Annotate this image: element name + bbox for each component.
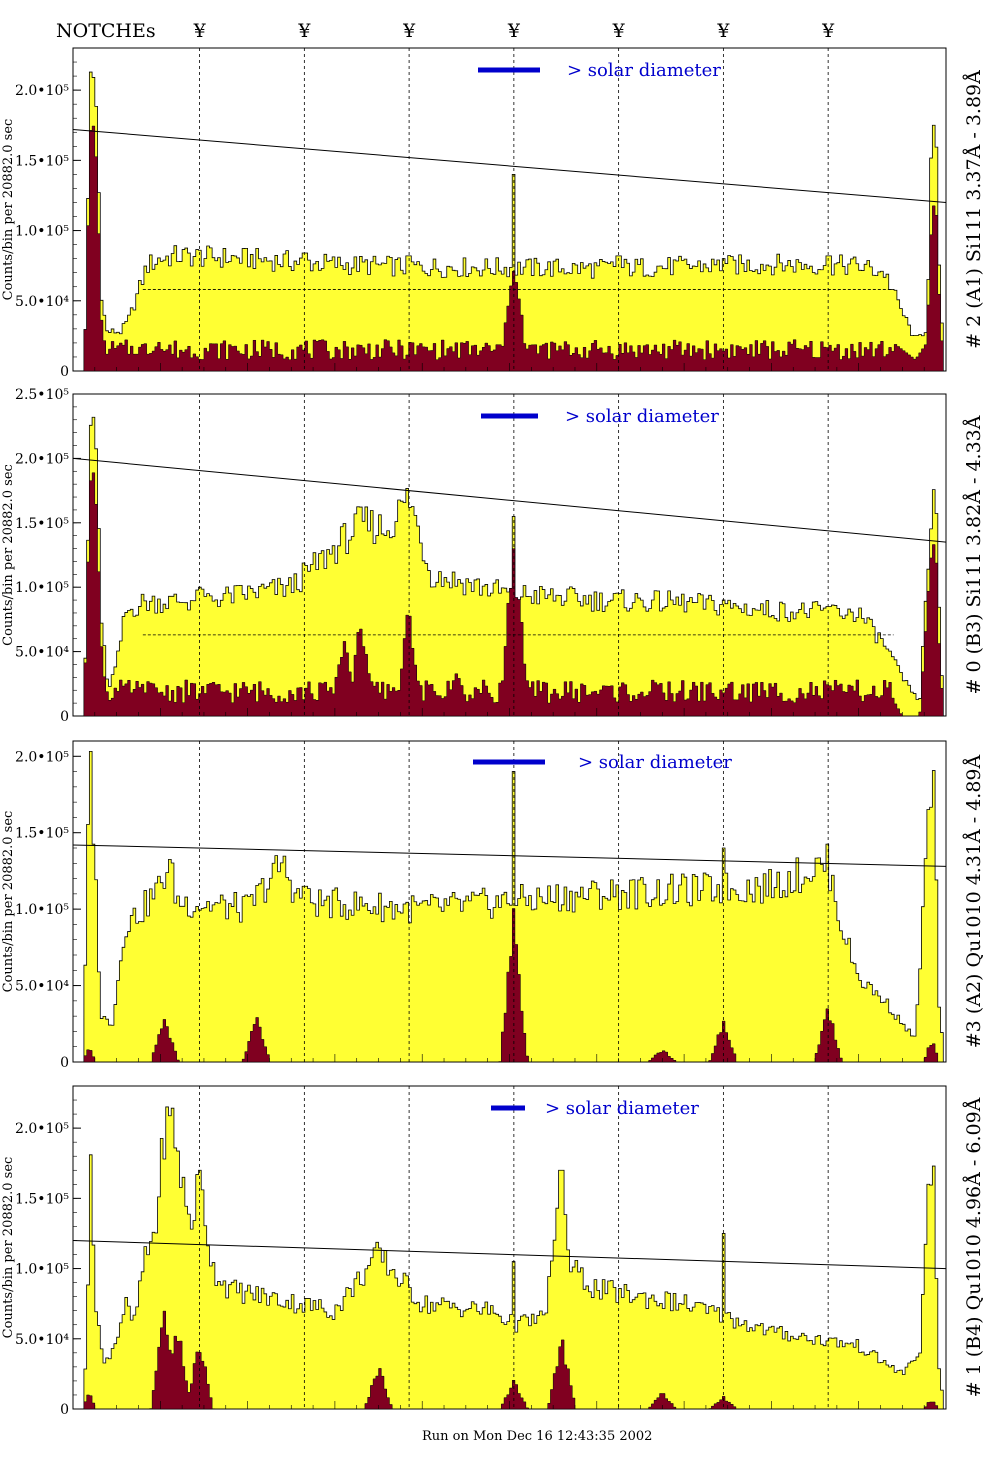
y-tick-label: 0: [60, 1055, 69, 1071]
y-tick-label: 1.0•10⁵: [15, 224, 69, 240]
y-axis-label: Counts/bin per 20882.0 sec: [1, 464, 16, 646]
spectrum-panel: 0 5.0•10⁴ 1.0•10⁵ 1.5•10⁵ 2.0•10⁵ Counts/bin …: [1, 740, 985, 1071]
panel-title: # 1 (B4) Qu1010 4.96Å - 6.09Å: [963, 1097, 985, 1397]
spectrum-panel: 0 5.0•10⁴ 1.0•10⁵ 1.5•10⁵ 2.0•10⁵ Counts/bin …: [1, 1085, 985, 1418]
notch-marker: ¥: [717, 20, 730, 42]
notches-label: NOTCHEs: [56, 20, 156, 42]
notch-marker: ¥: [507, 20, 520, 42]
y-tick-label: 1.0•10⁵: [15, 580, 69, 596]
trend-line: [72, 457, 947, 543]
y-tick-label: 2.0•10⁵: [15, 749, 69, 765]
y-tick-label: 2.5•10⁵: [15, 387, 69, 403]
panel-title: #3 (A2) Qu1010 4.31Å - 4.89Å: [963, 754, 985, 1048]
peak-counts-histogram: [73, 1310, 946, 1410]
notch-marker: ¥: [403, 20, 416, 42]
y-tick-label: 1.5•10⁵: [15, 153, 69, 169]
y-tick-label: 0: [60, 709, 69, 725]
y-tick-label: 0: [60, 364, 69, 380]
spectrum-panel: 0 5.0•10⁴ 1.0•10⁵ 1.5•10⁵ 2.0•10⁵ Counts/bin …: [1, 47, 985, 380]
y-tick-label: 2.0•10⁵: [15, 1121, 69, 1137]
total-counts-histogram: [73, 750, 946, 1063]
y-tick-label: 2.0•10⁵: [15, 451, 69, 467]
solar-diameter-label: > solar diameter: [578, 752, 732, 773]
y-tick-label: 5.0•10⁴: [15, 645, 69, 661]
solar-diameter-label: > solar diameter: [545, 1098, 699, 1119]
notch-marker: ¥: [822, 20, 835, 42]
trend-line: [72, 844, 947, 867]
notch-marker: ¥: [193, 20, 206, 42]
total-counts-histogram: [73, 1106, 946, 1410]
y-axis-label: Counts/bin per 20882.0 sec: [1, 1157, 16, 1339]
solar-diameter-label: > solar diameter: [565, 406, 719, 427]
run-timestamp: Run on Mon Dec 16 12:43:35 2002: [422, 1429, 653, 1444]
y-tick-label: 1.5•10⁵: [15, 826, 69, 842]
y-axis-label: Counts/bin per 20882.0 sec: [1, 119, 16, 301]
y-tick-label: 1.5•10⁵: [15, 1191, 69, 1207]
notch-marker: ¥: [298, 20, 311, 42]
notch-marker: ¥: [612, 20, 625, 42]
solar-diameter-label: > solar diameter: [567, 60, 721, 81]
spectrum-panel: 0 5.0•10⁴ 1.0•10⁵ 1.5•10⁵ 2.0•10⁵ 2.5•10⁵ Coun…: [1, 387, 985, 725]
panel-title: # 0 (B3) Si111 3.82Å - 4.33Å: [963, 415, 985, 694]
y-tick-label: 0: [60, 1402, 69, 1418]
peak-counts-histogram: [73, 125, 946, 372]
y-tick-label: 2.0•10⁵: [15, 83, 69, 99]
peak-counts-histogram: [73, 908, 946, 1063]
y-tick-label: 1.0•10⁵: [15, 902, 69, 918]
trend-line: [72, 128, 947, 203]
y-tick-label: 5.0•10⁴: [15, 294, 69, 310]
y-tick-label: 5.0•10⁴: [15, 979, 69, 995]
panel-title: # 2 (A1) Si111 3.37Å - 3.89Å: [963, 70, 985, 349]
y-tick-label: 5.0•10⁴: [15, 1332, 69, 1348]
y-tick-label: 1.5•10⁵: [15, 516, 69, 532]
y-tick-label: 1.0•10⁵: [15, 1262, 69, 1278]
peak-counts-histogram: [73, 472, 946, 717]
trend-line: [72, 1239, 947, 1270]
total-counts-histogram: [73, 71, 946, 372]
y-axis-label: Counts/bin per 20882.0 sec: [1, 811, 16, 993]
